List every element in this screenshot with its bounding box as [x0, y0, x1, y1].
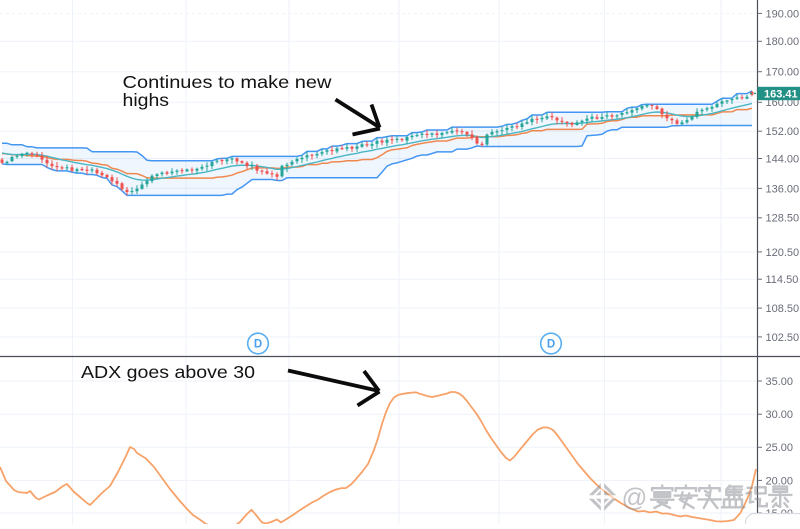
svg-text:35.00: 35.00 [766, 376, 794, 388]
svg-text:ADX goes above 30: ADX goes above 30 [81, 362, 255, 382]
svg-text:152.00: 152.00 [766, 126, 800, 138]
svg-text:108.50: 108.50 [766, 303, 800, 315]
svg-text:30.00: 30.00 [766, 409, 794, 421]
svg-text:190.00: 190.00 [766, 8, 800, 20]
svg-text:114.50: 114.50 [766, 274, 799, 286]
svg-text:136.00: 136.00 [766, 183, 800, 195]
svg-text:highs: highs [123, 90, 170, 110]
svg-text:D: D [254, 339, 262, 351]
svg-text:170.00: 170.00 [766, 67, 800, 79]
svg-text:180.00: 180.00 [766, 36, 800, 48]
svg-text:D: D [547, 339, 555, 351]
svg-text:144.00: 144.00 [766, 153, 800, 165]
svg-text:163.41: 163.41 [764, 88, 798, 100]
svg-text:@: @ [622, 485, 648, 513]
svg-text:25.00: 25.00 [766, 442, 794, 454]
svg-text:102.50: 102.50 [766, 332, 800, 344]
svg-text:120.50: 120.50 [766, 247, 800, 259]
svg-text:128.50: 128.50 [766, 213, 800, 225]
